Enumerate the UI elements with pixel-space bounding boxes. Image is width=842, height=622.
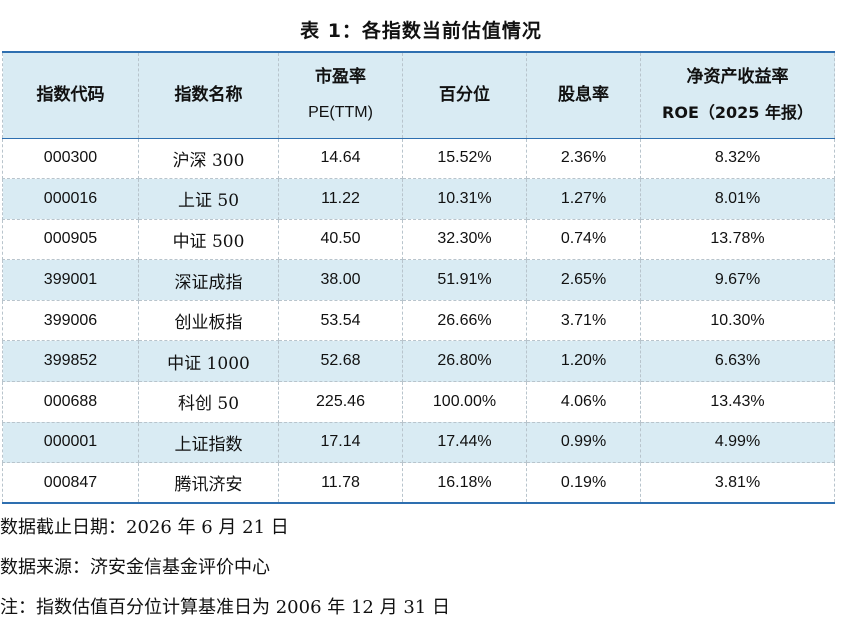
cell-pe: 14.64 xyxy=(278,137,403,180)
header-label: 百分位 xyxy=(439,85,490,106)
header-index-name: 指数名称 xyxy=(138,51,279,139)
cell-pe: 52.68 xyxy=(278,340,403,383)
cell-roe: 6.63% xyxy=(640,340,835,383)
table-row: 399852 中证 1000 52.68 26.80% 1.20% 6.63% xyxy=(2,340,835,383)
header-sublabel: PE(TTM) xyxy=(308,104,373,122)
cell-percentile: 26.66% xyxy=(402,299,527,342)
cell-roe: 8.01% xyxy=(640,178,835,220)
cell-roe: 10.30% xyxy=(640,299,835,342)
valuation-table: 指数代码 指数名称 市盈率 PE(TTM) 百分位 股息率 净资产收益率 ROE… xyxy=(2,51,835,505)
table-title: 表 1：各指数当前估值情况 xyxy=(300,20,542,42)
header-label: 指数名称 xyxy=(174,85,243,106)
header-label: 股息率 xyxy=(558,85,609,106)
cell-index-code: 000001 xyxy=(2,421,139,464)
cell-index-name: 沪深 300 xyxy=(138,137,279,180)
header-index-code: 指数代码 xyxy=(2,51,139,139)
header-dividend-yield: 股息率 xyxy=(526,51,641,139)
cell-roe: 4.99% xyxy=(640,421,835,464)
cell-dividend-yield: 4.06% xyxy=(526,381,641,423)
cell-percentile: 16.18% xyxy=(402,462,527,505)
cell-dividend-yield: 0.99% xyxy=(526,421,641,464)
table-body: 000300 沪深 300 14.64 15.52% 2.36% 8.32% 000016 上… xyxy=(2,137,835,505)
cell-index-name: 中证 1000 xyxy=(138,340,279,383)
cell-percentile: 32.30% xyxy=(402,218,527,261)
cell-dividend-yield: 2.36% xyxy=(526,137,641,180)
cell-dividend-yield: 1.27% xyxy=(526,178,641,220)
cell-roe: 13.78% xyxy=(640,218,835,261)
data-source-note: 数据来源：济安金信基金评价中心 xyxy=(0,557,270,578)
cell-percentile: 26.80% xyxy=(402,340,527,383)
header-label: 指数代码 xyxy=(36,85,105,106)
cell-dividend-yield: 2.65% xyxy=(526,259,641,301)
table-row: 000016 上证 50 11.22 10.31% 1.27% 8.01% xyxy=(2,178,835,220)
cell-percentile: 17.44% xyxy=(402,421,527,464)
cell-index-name: 上证 50 xyxy=(138,178,279,220)
cell-percentile: 51.91% xyxy=(402,259,527,301)
table-row: 000300 沪深 300 14.64 15.52% 2.36% 8.32% xyxy=(2,137,835,180)
data-date-note: 数据截止日期：2026 年 6 月 21 日 xyxy=(0,517,289,538)
table-row: 000847 腾讯济安 11.78 16.18% 0.19% 3.81% xyxy=(2,462,835,505)
header-sublabel: ROE（2025 年报） xyxy=(662,103,813,123)
cell-roe: 8.32% xyxy=(640,137,835,180)
cell-dividend-yield: 1.20% xyxy=(526,340,641,383)
cell-pe: 53.54 xyxy=(278,299,403,342)
cell-pe: 225.46 xyxy=(278,381,403,423)
cell-dividend-yield: 0.74% xyxy=(526,218,641,261)
cell-pe: 38.00 xyxy=(278,259,403,301)
table-row: 000688 科创 50 225.46 100.00% 4.06% 13.43% xyxy=(2,381,835,423)
cell-index-code: 399001 xyxy=(2,259,139,301)
cell-percentile: 100.00% xyxy=(402,381,527,423)
cell-pe: 11.22 xyxy=(278,178,403,220)
table-row: 399006 创业板指 53.54 26.66% 3.71% 10.30% xyxy=(2,299,835,342)
cell-roe: 3.81% xyxy=(640,462,835,505)
header-label: 市盈率 xyxy=(315,67,366,88)
header-roe: 净资产收益率 ROE（2025 年报） xyxy=(640,51,835,139)
cell-index-code: 000016 xyxy=(2,178,139,220)
table-row: 000905 中证 500 40.50 32.30% 0.74% 13.78% xyxy=(2,218,835,261)
table-row: 000001 上证指数 17.14 17.44% 0.99% 4.99% xyxy=(2,421,835,464)
header-pe: 市盈率 PE(TTM) xyxy=(278,51,403,139)
footnote: 注：指数估值百分位计算基准日为 2006 年 12 月 31 日 xyxy=(0,597,450,618)
cell-index-code: 000905 xyxy=(2,218,139,261)
cell-pe: 11.78 xyxy=(278,462,403,505)
cell-percentile: 10.31% xyxy=(402,178,527,220)
cell-index-name: 深证成指 xyxy=(138,259,279,301)
cell-index-name: 腾讯济安 xyxy=(138,462,279,505)
cell-index-code: 000688 xyxy=(2,381,139,423)
table-header-row: 指数代码 指数名称 市盈率 PE(TTM) 百分位 股息率 净资产收益率 ROE… xyxy=(2,51,835,139)
cell-index-code: 399852 xyxy=(2,340,139,383)
cell-index-code: 399006 xyxy=(2,299,139,342)
cell-pe: 40.50 xyxy=(278,218,403,261)
cell-index-name: 上证指数 xyxy=(138,421,279,464)
header-percentile: 百分位 xyxy=(402,51,527,139)
table-row: 399001 深证成指 38.00 51.91% 2.65% 9.67% xyxy=(2,259,835,301)
cell-roe: 9.67% xyxy=(640,259,835,301)
cell-index-name: 科创 50 xyxy=(138,381,279,423)
cell-index-name: 创业板指 xyxy=(138,299,279,342)
header-label: 净资产收益率 xyxy=(686,67,789,88)
cell-pe: 17.14 xyxy=(278,421,403,464)
cell-index-code: 000847 xyxy=(2,462,139,505)
cell-index-name: 中证 500 xyxy=(138,218,279,261)
cell-dividend-yield: 0.19% xyxy=(526,462,641,505)
cell-percentile: 15.52% xyxy=(402,137,527,180)
cell-roe: 13.43% xyxy=(640,381,835,423)
cell-index-code: 000300 xyxy=(2,137,139,180)
cell-dividend-yield: 3.71% xyxy=(526,299,641,342)
